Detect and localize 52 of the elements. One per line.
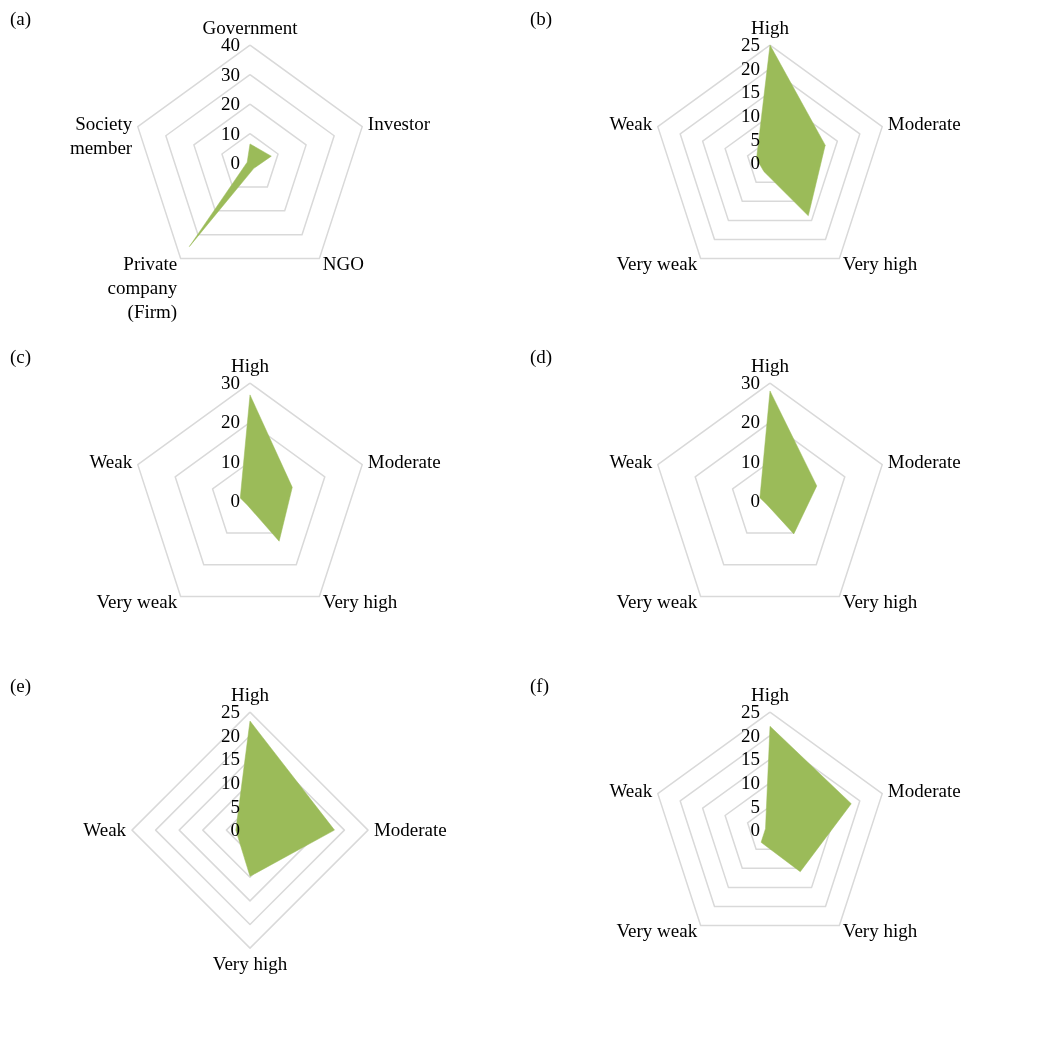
y-tick-label: 0 (750, 152, 760, 174)
chart-title: (f) (530, 675, 549, 698)
y-tick-label: 10 (221, 450, 240, 472)
spoke-label: Very weak (616, 920, 698, 942)
y-tick-label: 10 (741, 104, 760, 126)
spoke-label: Weak (609, 113, 653, 135)
spoke-label: Weak (609, 780, 653, 802)
chart-title: (e) (10, 675, 32, 698)
y-tick-label: 20 (221, 724, 240, 746)
spoke-label: Weak (83, 819, 127, 841)
y-tick-label: 20 (741, 57, 760, 79)
spoke-label: Weak (89, 451, 133, 473)
y-tick-label: 20 (741, 724, 760, 746)
spoke-label: Very high (842, 253, 918, 275)
y-tick-label: 0 (750, 490, 760, 512)
y-tick-label: 5 (750, 795, 760, 817)
y-tick-label: 10 (741, 450, 760, 472)
y-tick-label: 0 (230, 490, 240, 512)
spoke-label: Very weak (616, 253, 698, 275)
y-tick-label: 0 (750, 819, 760, 841)
spoke-label: Moderate (367, 451, 441, 473)
spoke-label: Very high (842, 591, 918, 613)
spoke-label: NGO (322, 253, 364, 275)
spoke-label: Society member (69, 113, 133, 159)
chart-title: (c) (10, 346, 32, 369)
spoke-label: Very high (322, 591, 398, 613)
y-tick-label: 20 (221, 411, 240, 433)
y-tick-label: 20 (221, 93, 240, 115)
chart-title: (a) (10, 8, 32, 31)
y-tick-label: 20 (741, 411, 760, 433)
spoke-label: Investor (367, 113, 431, 135)
y-tick-label: 30 (221, 63, 240, 85)
spoke-label: Moderate (373, 819, 447, 841)
chart-title: (b) (530, 8, 553, 31)
spoke-label: Very high (842, 920, 918, 942)
spoke-label: Moderate (887, 780, 961, 802)
y-tick-label: 5 (230, 795, 240, 817)
spoke-label: Weak (609, 451, 653, 473)
y-tick-label: 0 (230, 152, 240, 174)
y-tick-label: 10 (221, 122, 240, 144)
y-tick-label: 15 (741, 81, 760, 103)
y-tick-label: 15 (221, 748, 240, 770)
spoke-label: Very weak (616, 591, 698, 613)
spoke-label: Very high (212, 953, 288, 975)
y-tick-label: 15 (741, 748, 760, 770)
spoke-label: Very weak (96, 591, 178, 613)
chart-title: (d) (530, 346, 553, 369)
spoke-label: Private company (Firm) (107, 253, 178, 324)
spoke-label: Moderate (887, 113, 961, 135)
y-tick-label: 10 (741, 771, 760, 793)
y-tick-label: 10 (221, 771, 240, 793)
spoke-label: Moderate (887, 451, 961, 473)
